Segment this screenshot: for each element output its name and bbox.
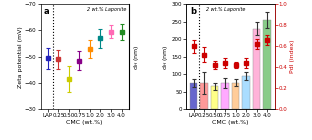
Bar <box>222 83 229 109</box>
Bar <box>211 87 218 109</box>
X-axis label: CMC (wt.%): CMC (wt.%) <box>66 120 103 125</box>
Bar <box>232 83 239 109</box>
Bar <box>200 83 208 109</box>
Text: 2 wt.% Laponite: 2 wt.% Laponite <box>206 7 245 12</box>
Y-axis label: Zeta potential (mV): Zeta potential (mV) <box>18 26 23 88</box>
Text: b: b <box>190 7 196 16</box>
Y-axis label: PdI (index): PdI (index) <box>290 40 295 74</box>
Y-axis label: d$_H$ (nm): d$_H$ (nm) <box>161 44 170 70</box>
Text: a: a <box>44 7 50 16</box>
Bar <box>263 20 271 109</box>
Text: 2 wt.% Laponite: 2 wt.% Laponite <box>87 7 126 12</box>
Bar <box>242 76 250 109</box>
Y-axis label: d$_H$ (nm): d$_H$ (nm) <box>132 44 141 70</box>
Bar <box>190 83 197 109</box>
X-axis label: CMC (wt.%): CMC (wt.%) <box>212 120 249 125</box>
Bar <box>253 29 261 109</box>
